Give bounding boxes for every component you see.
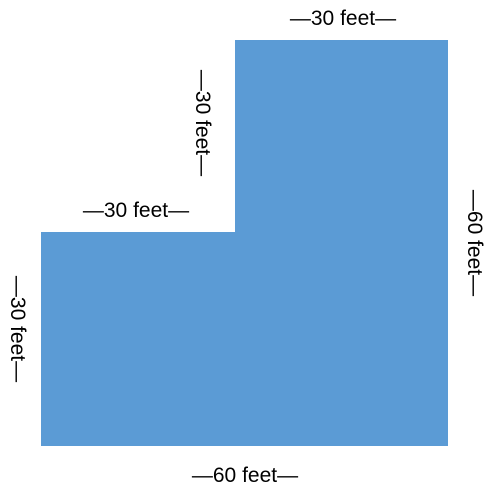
right-vertical-dimension-label: —60 feet— [463,190,485,296]
l-shaped-region [41,40,448,446]
middle-horizontal-dimension-label: —30 feet— [83,199,189,222]
top-dimension-label: —30 feet— [290,7,396,30]
bottom-dimension-label: —60 feet— [192,464,298,487]
upper-left-vertical-dimension-label: —30 feet— [191,70,214,176]
left-vertical-dimension-label: —30 feet— [6,276,29,382]
